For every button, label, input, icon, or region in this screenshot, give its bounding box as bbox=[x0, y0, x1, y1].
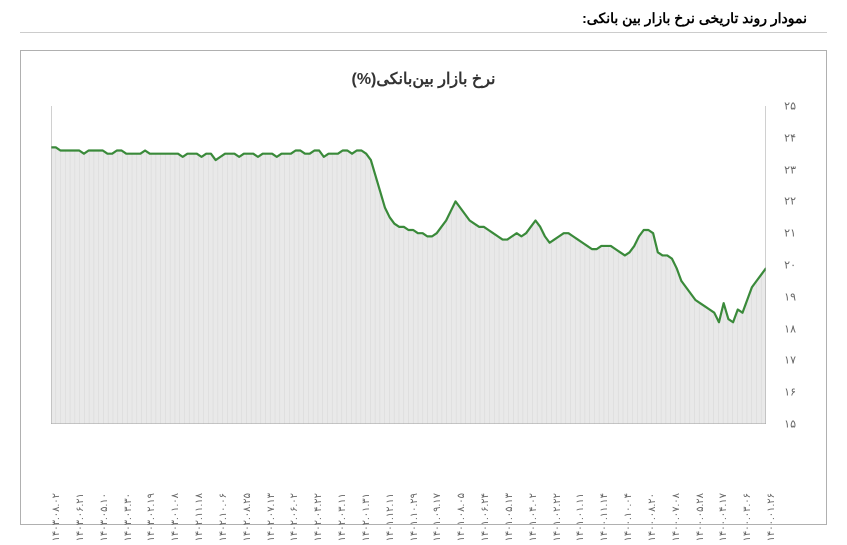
x-tick: ۱۴۰۳.۰۸.۰۲ bbox=[51, 493, 62, 542]
x-tick: ۱۴۰۰.۱۰.۰۴ bbox=[623, 493, 634, 542]
y-tick: ۱۹ bbox=[784, 290, 796, 303]
title-divider bbox=[20, 32, 827, 33]
page-title: نمودار روند تاریخی نرخ بازار بین بانکی: bbox=[582, 10, 807, 27]
x-tick: ۱۴۰۱.۱۲.۱۱ bbox=[385, 493, 396, 542]
x-tick: ۱۴۰۱.۰۵.۱۳ bbox=[504, 493, 515, 542]
chart-title: نرخ بازار بین‌بانکی(%) bbox=[351, 69, 495, 89]
y-axis: ۱۵۱۶۱۷۱۸۱۹۲۰۲۱۲۲۲۳۲۴۲۵ bbox=[766, 106, 796, 424]
x-tick: ۱۴۰۰.۰۵.۲۸ bbox=[695, 493, 706, 542]
y-tick: ۲۰ bbox=[784, 259, 796, 272]
x-tick: ۱۴۰۲.۰۳.۱۱ bbox=[337, 493, 348, 542]
y-tick: ۱۶ bbox=[784, 386, 796, 399]
plot-area bbox=[51, 106, 766, 424]
x-tick: ۱۴۰۲.۰۱.۳۱ bbox=[361, 493, 372, 542]
x-tick: ۱۴۰۳.۰۳.۳۰ bbox=[123, 493, 134, 542]
x-tick: ۱۴۰۰.۱۱.۱۴ bbox=[599, 493, 610, 542]
y-tick: ۲۳ bbox=[784, 163, 796, 176]
x-tick: ۱۴۰۳.۰۶.۲۱ bbox=[75, 493, 86, 542]
x-tick: ۱۴۰۲.۰۶.۰۲ bbox=[289, 493, 300, 542]
x-tick: ۱۴۰۲.۰۴.۲۲ bbox=[313, 493, 324, 542]
x-tick: ۱۴۰۲.۰۸.۲۵ bbox=[242, 493, 253, 542]
y-tick: ۱۸ bbox=[784, 322, 796, 335]
x-tick: ۱۴۰۱.۱۰.۲۹ bbox=[409, 493, 420, 542]
x-tick: ۱۴۰۰.۰۳.۰۶ bbox=[742, 493, 753, 542]
x-tick: ۱۴۰۲.۱۱.۱۸ bbox=[194, 493, 205, 542]
chart-svg bbox=[51, 106, 766, 424]
x-axis: ۱۴۰۰.۰۱.۲۶۱۴۰۰.۰۳.۰۶۱۴۰۰.۰۴.۱۷۱۴۰۰.۰۵.۲۸… bbox=[51, 424, 766, 514]
y-tick: ۲۱ bbox=[784, 227, 796, 240]
x-tick: ۱۴۰۲.۰۷.۱۳ bbox=[266, 493, 277, 542]
y-tick: ۲۴ bbox=[784, 131, 796, 144]
x-tick: ۱۴۰۰.۰۱.۲۶ bbox=[766, 493, 777, 542]
x-tick: ۱۴۰۱.۰۹.۱۷ bbox=[432, 493, 443, 542]
x-tick: ۱۴۰۰.۰۸.۲۰ bbox=[647, 493, 658, 542]
x-tick: ۱۴۰۰.۰۷.۰۸ bbox=[671, 493, 682, 542]
x-tick: ۱۴۰۰.۰۴.۱۷ bbox=[718, 493, 729, 542]
x-tick: ۱۴۰۱.۰۱.۱۱ bbox=[575, 493, 586, 542]
y-tick: ۱۷ bbox=[784, 354, 796, 367]
y-tick: ۲۲ bbox=[784, 195, 796, 208]
x-tick: ۱۴۰۱.۰۲.۲۲ bbox=[552, 493, 563, 542]
x-tick: ۱۴۰۳.۰۵.۱۰ bbox=[99, 493, 110, 542]
x-tick: ۱۴۰۳.۰۱.۰۸ bbox=[170, 493, 181, 542]
y-tick: ۱۵ bbox=[784, 418, 796, 431]
x-tick: ۱۴۰۱.۰۴.۰۲ bbox=[528, 493, 539, 542]
chart-container: نرخ بازار بین‌بانکی(%) ۱۵ ۱۶ ۱۷ ۱۸ ۱۹ ۲۰ ۲۱ ۲۲ ۲… bbox=[20, 50, 827, 525]
x-tick: ۱۴۰۱.۰۸.۰۵ bbox=[456, 493, 467, 542]
x-tick: ۱۴۰۳.۰۲.۱۹ bbox=[146, 493, 157, 542]
x-tick: ۱۴۰۲.۱۰.۰۶ bbox=[218, 493, 229, 542]
y-tick: ۲۵ bbox=[784, 100, 796, 113]
x-tick: ۱۴۰۱.۰۶.۲۴ bbox=[480, 493, 491, 542]
